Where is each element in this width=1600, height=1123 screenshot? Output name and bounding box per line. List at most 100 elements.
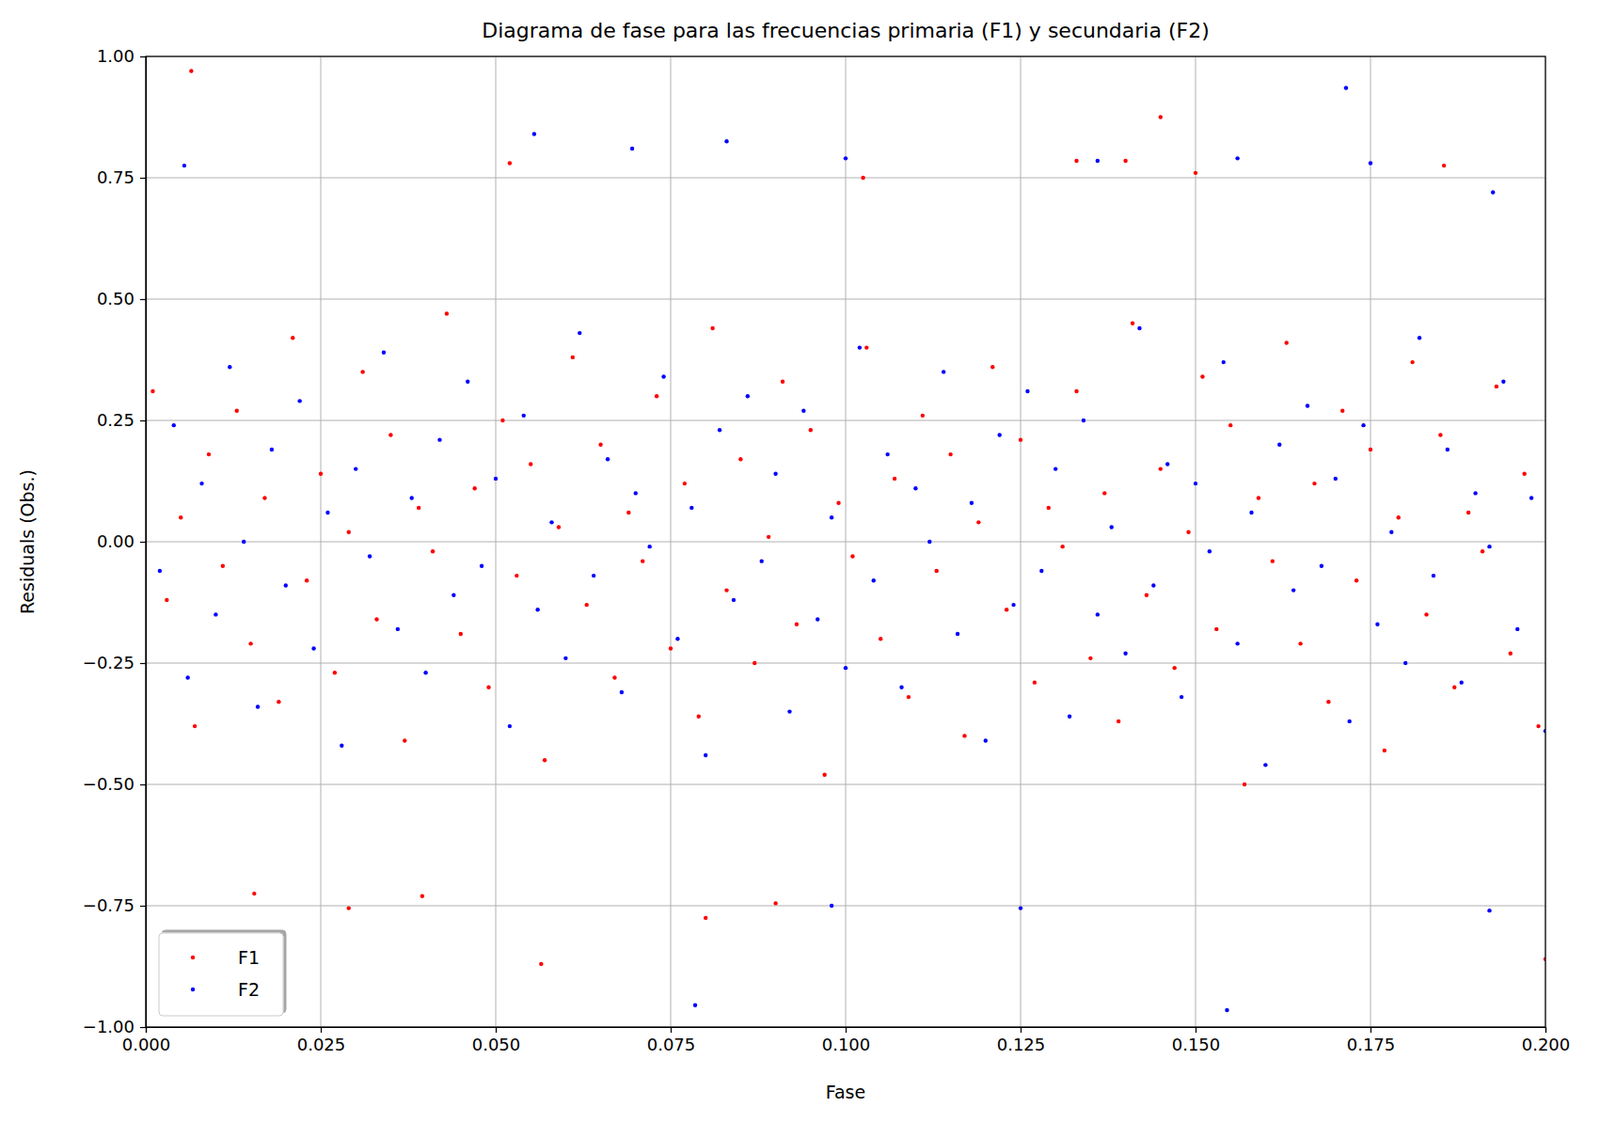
point bbox=[1284, 340, 1289, 345]
plot: 0.0000.0250.0500.0750.1000.1250.1500.175… bbox=[82, 46, 1570, 1055]
point bbox=[1375, 622, 1379, 627]
point bbox=[724, 139, 729, 143]
point bbox=[1165, 461, 1170, 466]
point bbox=[360, 369, 365, 374]
point bbox=[1025, 389, 1030, 394]
point bbox=[396, 627, 400, 632]
point bbox=[864, 345, 869, 349]
tick-mark bbox=[320, 1027, 322, 1033]
point bbox=[997, 432, 1001, 437]
point bbox=[213, 612, 218, 617]
point bbox=[430, 549, 435, 554]
tick: 0.125 bbox=[997, 1027, 1046, 1055]
axis-line bbox=[146, 1028, 1547, 1034]
point bbox=[444, 311, 449, 316]
point bbox=[189, 68, 193, 73]
point bbox=[1046, 506, 1051, 510]
point bbox=[1480, 549, 1485, 554]
tick-label: 0.125 bbox=[997, 1034, 1046, 1055]
point bbox=[570, 355, 575, 360]
point bbox=[829, 515, 834, 520]
point bbox=[304, 578, 309, 583]
point bbox=[630, 146, 634, 151]
point bbox=[990, 364, 995, 369]
point bbox=[276, 699, 281, 704]
tick-label: 0.50 bbox=[96, 288, 135, 309]
tick-label: 0.00 bbox=[96, 531, 135, 552]
tick-mark bbox=[140, 905, 146, 907]
point bbox=[773, 472, 777, 476]
point bbox=[1158, 466, 1163, 471]
x-axis-title: Fase bbox=[825, 1081, 866, 1103]
point bbox=[1529, 495, 1534, 500]
tick-label: −1.00 bbox=[82, 1016, 135, 1037]
point bbox=[269, 447, 274, 452]
point bbox=[158, 569, 162, 573]
point bbox=[493, 476, 498, 481]
legend-label: F1 bbox=[237, 947, 260, 968]
point bbox=[402, 738, 407, 743]
tick-label: −0.50 bbox=[82, 774, 135, 794]
point bbox=[934, 569, 939, 573]
tick-mark bbox=[495, 1027, 497, 1033]
point bbox=[486, 685, 491, 690]
point bbox=[255, 704, 260, 709]
point bbox=[843, 156, 848, 160]
point bbox=[332, 670, 337, 675]
point bbox=[500, 418, 505, 423]
point bbox=[780, 380, 785, 384]
point bbox=[1344, 85, 1348, 90]
point bbox=[1235, 641, 1239, 646]
point bbox=[1361, 423, 1365, 428]
point bbox=[1473, 491, 1477, 495]
point bbox=[703, 916, 708, 920]
point bbox=[787, 709, 792, 713]
y-axis: −1.00−0.75−0.50−0.250.000.250.500.751.00 bbox=[82, 46, 147, 1037]
point bbox=[920, 413, 925, 418]
point bbox=[693, 1003, 698, 1008]
point bbox=[221, 564, 225, 569]
point bbox=[1515, 627, 1520, 632]
legend-marker bbox=[190, 955, 195, 960]
point bbox=[465, 380, 470, 384]
legend-label: F2 bbox=[237, 979, 260, 1000]
point bbox=[668, 646, 673, 650]
point bbox=[1256, 495, 1261, 500]
tick: 1.00 bbox=[96, 46, 146, 66]
point bbox=[860, 175, 865, 180]
point bbox=[420, 893, 425, 898]
tick-mark bbox=[140, 299, 146, 301]
point bbox=[542, 758, 547, 762]
point bbox=[1277, 443, 1282, 447]
tick-mark bbox=[1020, 1027, 1022, 1033]
series bbox=[158, 85, 1546, 1013]
point bbox=[1389, 529, 1394, 534]
tick-label: 0.100 bbox=[822, 1034, 872, 1055]
point bbox=[410, 495, 414, 500]
point bbox=[801, 408, 806, 412]
tick: −1.00 bbox=[82, 1016, 146, 1037]
tick: 0.25 bbox=[96, 410, 146, 430]
point bbox=[1305, 403, 1310, 408]
point bbox=[1179, 695, 1184, 699]
point bbox=[738, 457, 743, 461]
point bbox=[1193, 171, 1198, 175]
point bbox=[1095, 158, 1100, 163]
point bbox=[829, 903, 834, 908]
tick: 0.50 bbox=[96, 288, 146, 309]
tick: 0.200 bbox=[1521, 1027, 1571, 1055]
point bbox=[1438, 432, 1442, 437]
point bbox=[416, 506, 421, 510]
point bbox=[885, 452, 889, 457]
legend-marker bbox=[190, 987, 195, 992]
point bbox=[815, 617, 820, 621]
point bbox=[1081, 418, 1086, 423]
tick: 0.175 bbox=[1346, 1027, 1396, 1055]
point bbox=[619, 690, 624, 695]
tick-label: 0.025 bbox=[297, 1034, 347, 1055]
point bbox=[318, 472, 323, 476]
point bbox=[1242, 782, 1247, 787]
point bbox=[760, 558, 764, 563]
point bbox=[1224, 1008, 1229, 1013]
point bbox=[451, 593, 456, 598]
